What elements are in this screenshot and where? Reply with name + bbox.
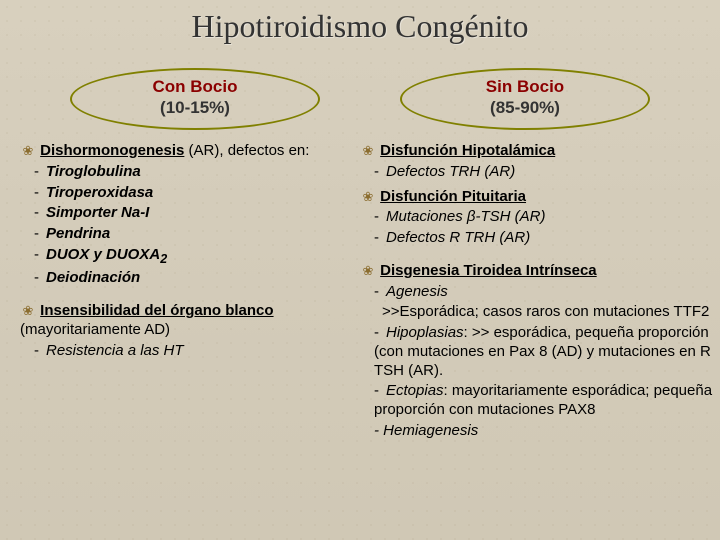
item-duox-sub: 2 bbox=[160, 252, 167, 266]
bullet-icon: ❀ bbox=[360, 143, 376, 159]
slide-title: Hipotiroidismo Congénito bbox=[0, 8, 720, 45]
dishorm-tail: (AR), defectos en: bbox=[184, 142, 309, 159]
bullet-icon: ❀ bbox=[360, 189, 376, 205]
pill-right-line1: Sin Bocio bbox=[402, 76, 648, 97]
agenesis-note: >>Esporádica; casos raros con mutaciones… bbox=[382, 303, 709, 320]
pituit-b: Defectos R TRH (AR) bbox=[386, 229, 530, 246]
pill-left-line2: (10-15%) bbox=[72, 97, 318, 118]
disgenesia-block: ❀ Disgenesia Tiroidea Intrínseca -Agenes… bbox=[360, 262, 720, 441]
bullet-icon: ❀ bbox=[20, 303, 36, 319]
item-deiodinacion: Deiodinación bbox=[46, 269, 140, 286]
pill-con-bocio: Con Bocio (10-15%) bbox=[70, 68, 320, 130]
pill-sin-bocio: Sin Bocio (85-90%) bbox=[400, 68, 650, 130]
item-tiroperoxidasa: Tiroperoxidasa bbox=[46, 184, 153, 201]
insens-title: Insensibilidad del órgano blanco bbox=[40, 302, 273, 319]
disg-title: Disgenesia Tiroidea Intrínseca bbox=[380, 262, 596, 279]
hemi: - Hemiagenesis bbox=[374, 422, 478, 439]
item-resistencia: Resistencia a las HT bbox=[46, 342, 184, 359]
hipotalamica-block: ❀ Disfunción Hipotalámica -Defectos TRH … bbox=[360, 142, 720, 182]
left-column: ❀ Dishormonogenesis (AR), defectos en: -… bbox=[20, 140, 350, 366]
dishorm-title: Dishormonogenesis bbox=[40, 142, 184, 159]
bullet-icon: ❀ bbox=[20, 143, 36, 159]
hipotal-sub: Defectos TRH (AR) bbox=[386, 163, 515, 180]
dishorm-block: ❀ Dishormonogenesis (AR), defectos en: -… bbox=[20, 142, 350, 288]
item-tiroglobulina: Tiroglobulina bbox=[46, 163, 141, 180]
insens-block: ❀ Insensibilidad del órgano blanco (mayo… bbox=[20, 302, 350, 360]
agenesis-label: Agenesis bbox=[386, 283, 448, 300]
ecto-label: Ectopias bbox=[386, 382, 444, 399]
pituitaria-block: ❀ Disfunción Pituitaria -Mutaciones β-TS… bbox=[360, 188, 720, 248]
pituit-a: Mutaciones β-TSH (AR) bbox=[386, 208, 545, 225]
item-pendrina: Pendrina bbox=[46, 225, 110, 242]
slide: Hipotiroidismo Congénito Con Bocio (10-1… bbox=[0, 0, 720, 540]
insens-tail: (mayoritariamente AD) bbox=[20, 321, 170, 338]
pituit-title: Disfunción Pituitaria bbox=[380, 188, 526, 205]
right-column: ❀ Disfunción Hipotalámica -Defectos TRH … bbox=[360, 140, 720, 447]
item-duox: DUOX y DUOXA bbox=[46, 246, 160, 263]
hipo-label: Hipoplasias bbox=[386, 324, 464, 341]
item-simporter: Simporter Na-I bbox=[46, 204, 149, 221]
bullet-icon: ❀ bbox=[360, 263, 376, 279]
pill-right-line2: (85-90%) bbox=[402, 97, 648, 118]
pill-left-line1: Con Bocio bbox=[72, 76, 318, 97]
hipotal-title: Disfunción Hipotalámica bbox=[380, 142, 555, 159]
